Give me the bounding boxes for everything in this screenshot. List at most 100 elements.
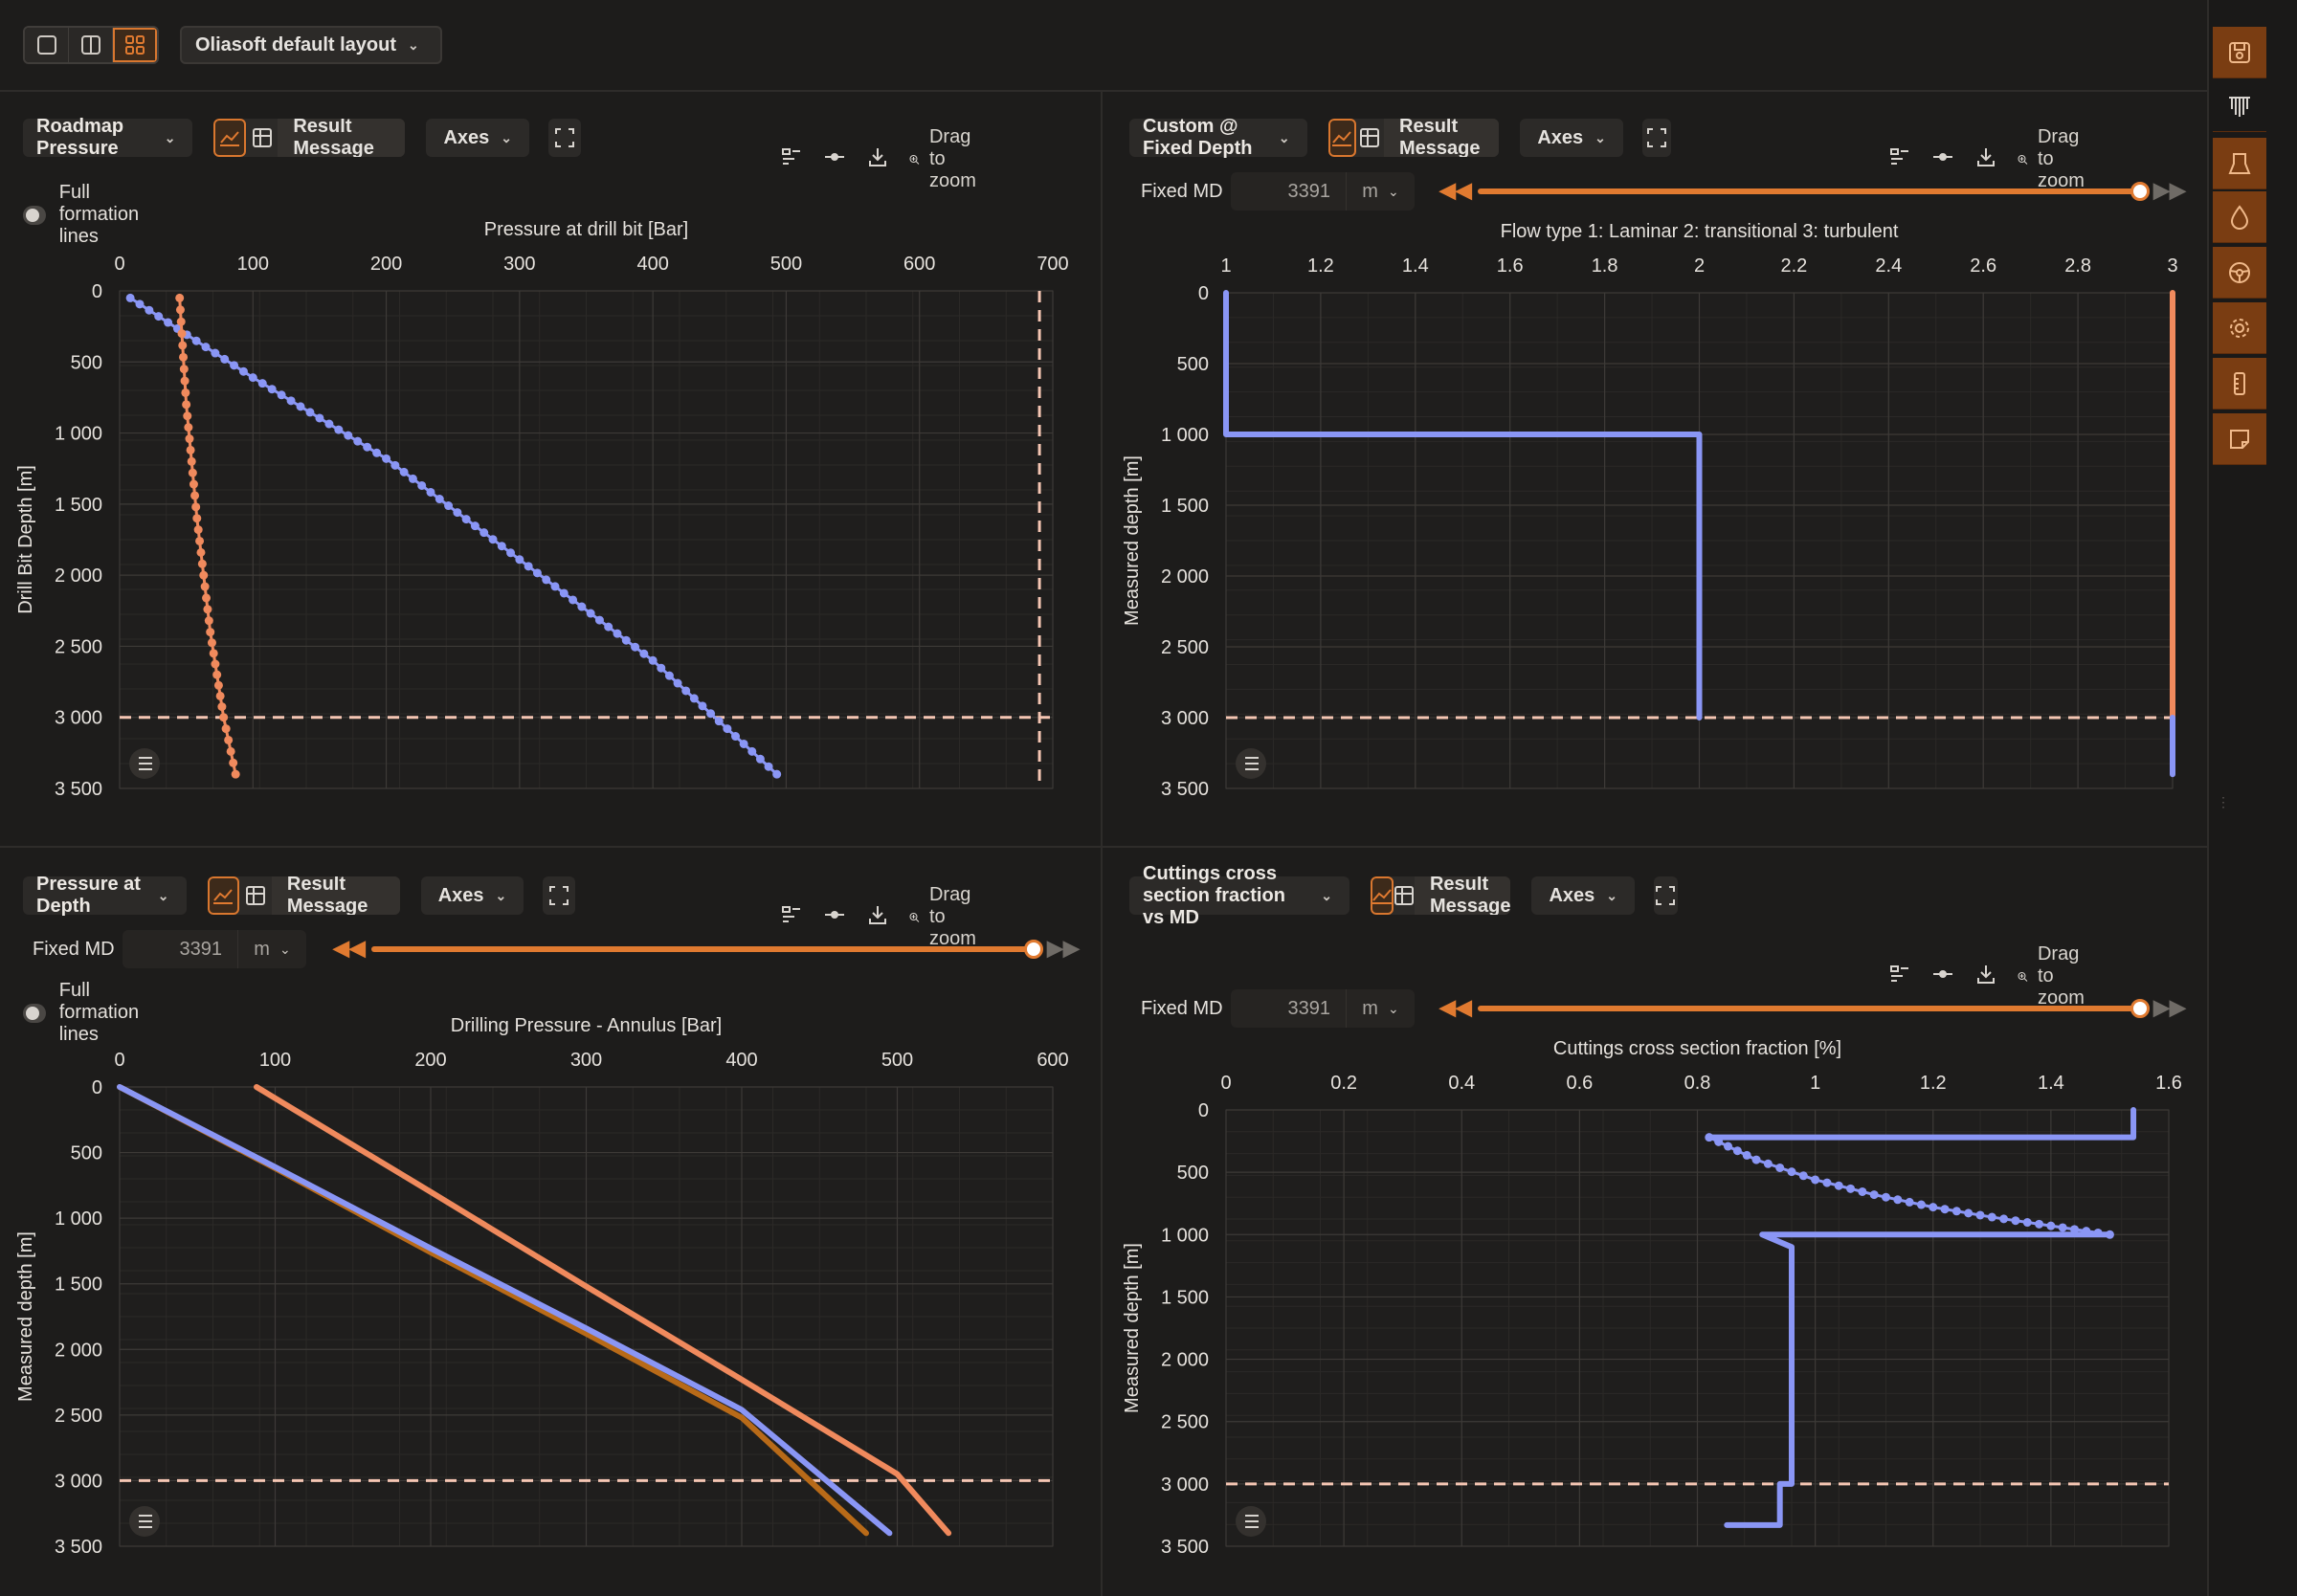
rewind-icon[interactable]: ◀◀ — [1439, 178, 1472, 202]
fast-forward-icon[interactable]: ▶▶ — [1047, 936, 1080, 960]
download-icon[interactable] — [1975, 964, 1996, 990]
depth-slider-track[interactable] — [371, 946, 1032, 952]
view-toggle: Result Message — [1327, 119, 1500, 157]
download-icon[interactable] — [867, 904, 888, 931]
fixed-md-unit-label: m — [1362, 180, 1378, 202]
data-point — [515, 555, 524, 565]
point-marker-icon[interactable] — [823, 904, 846, 931]
chart-type-dropdown[interactable]: Roadmap Pressure ⌄ — [23, 116, 193, 159]
y-tick-label: 0 — [92, 1077, 102, 1098]
result-message-button[interactable]: Result Message — [271, 876, 400, 915]
legend-icon[interactable] — [781, 904, 802, 931]
data-point — [390, 460, 400, 470]
drag-to-zoom-button[interactable]: Drag to zoom — [2018, 943, 2095, 1009]
axes-label: Axes — [443, 126, 490, 148]
fullscreen-icon[interactable] — [1654, 876, 1678, 915]
data-point — [731, 732, 740, 742]
rewind-icon[interactable]: ◀◀ — [333, 936, 366, 960]
fixed-md-input[interactable]: 3391 — [123, 930, 237, 968]
point-marker-icon[interactable] — [823, 146, 846, 173]
settings-gear-icon[interactable] — [2213, 302, 2266, 354]
data-point — [224, 735, 234, 744]
download-icon[interactable] — [1975, 146, 1996, 173]
data-point — [1763, 1159, 1773, 1168]
x-tick-label: 1 — [1810, 1073, 1820, 1094]
bha-icon[interactable] — [2213, 138, 2266, 189]
fast-forward-icon[interactable]: ▶▶ — [2153, 995, 2186, 1019]
split-view-icon[interactable] — [69, 28, 113, 62]
resize-grip-icon[interactable]: ⋮ — [2217, 794, 2230, 809]
drag-to-zoom-button[interactable]: Drag to zoom — [909, 884, 987, 950]
save-icon[interactable] — [2213, 27, 2266, 78]
data-point — [426, 487, 435, 497]
line-chart-icon[interactable] — [1327, 119, 1356, 157]
table-icon[interactable] — [239, 876, 272, 915]
grid-view-icon[interactable] — [113, 28, 157, 62]
full-formation-lines-toggle-row: Full formation lines — [23, 980, 154, 1046]
table-icon[interactable] — [1356, 119, 1384, 157]
depth-slider-track[interactable] — [1478, 188, 2138, 194]
flow-type-chart[interactable]: 1 1.2 1.4 1.6 1.8 2 2.2 2.4 2.6 2.8 3 0 500 1 000 1 50… — [0, 0, 2207, 846]
chart-type-dropdown[interactable]: Pressure at Depth ⌄ — [23, 874, 187, 917]
result-message-button[interactable]: Result Message — [278, 119, 406, 157]
chart-type-label: Cuttings cross section fraction vs MD — [1143, 862, 1285, 928]
fast-forward-icon[interactable]: ▶▶ — [2153, 178, 2186, 202]
legend-icon[interactable] — [1889, 964, 1910, 990]
x-tick-label: 1.4 — [1402, 255, 1429, 277]
steering-wheel-icon[interactable] — [2213, 247, 2266, 299]
fullscreen-icon[interactable] — [1641, 119, 1672, 157]
line-chart-icon[interactable] — [213, 119, 246, 157]
depth-slider-handle[interactable] — [2130, 182, 2150, 201]
fixed-md-unit-select[interactable]: m ⌄ — [1346, 172, 1415, 211]
well-schematic-icon[interactable] — [2213, 80, 2266, 132]
chart-type-dropdown[interactable]: Custom @ Fixed Depth ⌄ — [1129, 116, 1307, 159]
y-axis-title: Drill Bit Depth [m] — [15, 465, 36, 614]
point-marker-icon[interactable] — [1931, 146, 1954, 173]
fluid-icon[interactable] — [2213, 191, 2266, 243]
chart-type-dropdown[interactable]: Cuttings cross section fraction vs MD ⌄ — [1129, 863, 1349, 928]
data-point — [189, 479, 198, 489]
axes-dropdown[interactable]: Axes ⌄ — [1531, 876, 1636, 915]
data-point — [1951, 1207, 1961, 1216]
axes-dropdown[interactable]: Axes ⌄ — [426, 119, 529, 157]
legend-icon[interactable] — [781, 146, 802, 173]
ruler-icon[interactable] — [2213, 358, 2266, 410]
depth-slider-handle[interactable] — [2130, 999, 2150, 1018]
table-icon[interactable] — [1394, 876, 1415, 915]
download-icon[interactable] — [867, 146, 888, 173]
layout-dropdown[interactable]: Oliasoft default layout ⌄ — [180, 26, 442, 64]
drag-to-zoom-button[interactable]: Drag to zoom — [909, 126, 987, 192]
roadmap-pressure-chart[interactable]: 0 100 200 300 400 500 600 700 0 500 1 000 1 500 2 00… — [0, 0, 1101, 846]
rewind-icon[interactable]: ◀◀ — [1439, 995, 1472, 1019]
drag-to-zoom-button[interactable]: Drag to zoom — [2018, 126, 2095, 192]
table-icon[interactable] — [246, 119, 278, 157]
fixed-md-unit-select[interactable]: m ⌄ — [237, 930, 306, 968]
data-point — [372, 448, 382, 457]
fullscreen-icon[interactable] — [543, 876, 576, 915]
point-marker-icon[interactable] — [1931, 964, 1954, 990]
x-tick-label: 1.4 — [2038, 1073, 2064, 1094]
note-icon[interactable] — [2213, 413, 2266, 465]
line-chart-icon[interactable] — [207, 876, 240, 915]
fullscreen-icon[interactable] — [547, 119, 581, 157]
fixed-md-input[interactable]: 3391 — [1231, 989, 1346, 1028]
zoom-icon — [2018, 154, 2028, 165]
result-message-button[interactable]: Result Message — [1414, 876, 1511, 915]
result-message-button[interactable]: Result Message — [1384, 119, 1500, 157]
legend-icon[interactable] — [1889, 146, 1910, 173]
data-point — [664, 671, 674, 680]
chevron-down-icon: ⌄ — [1387, 183, 1399, 199]
axes-dropdown[interactable]: Axes ⌄ — [1520, 119, 1623, 157]
full-formation-lines-toggle-row: Full formation lines — [23, 182, 154, 248]
axes-dropdown[interactable]: Axes ⌄ — [420, 876, 524, 915]
depth-slider-track[interactable] — [1478, 1006, 2138, 1011]
full-formation-lines-toggle[interactable] — [23, 205, 46, 225]
fixed-md-input[interactable]: 3391 — [1231, 172, 1346, 211]
line-chart-icon[interactable] — [1370, 876, 1394, 915]
full-formation-lines-toggle[interactable] — [23, 1003, 46, 1023]
single-view-icon[interactable] — [25, 28, 69, 62]
fixed-md-unit-select[interactable]: m ⌄ — [1346, 989, 1415, 1028]
depth-slider-handle[interactable] — [1024, 940, 1043, 959]
annulus-pressure-chart[interactable]: 0 100 200 300 400 500 600 0 500 1 000 1 500 2 000 2 … — [0, 0, 1101, 1596]
